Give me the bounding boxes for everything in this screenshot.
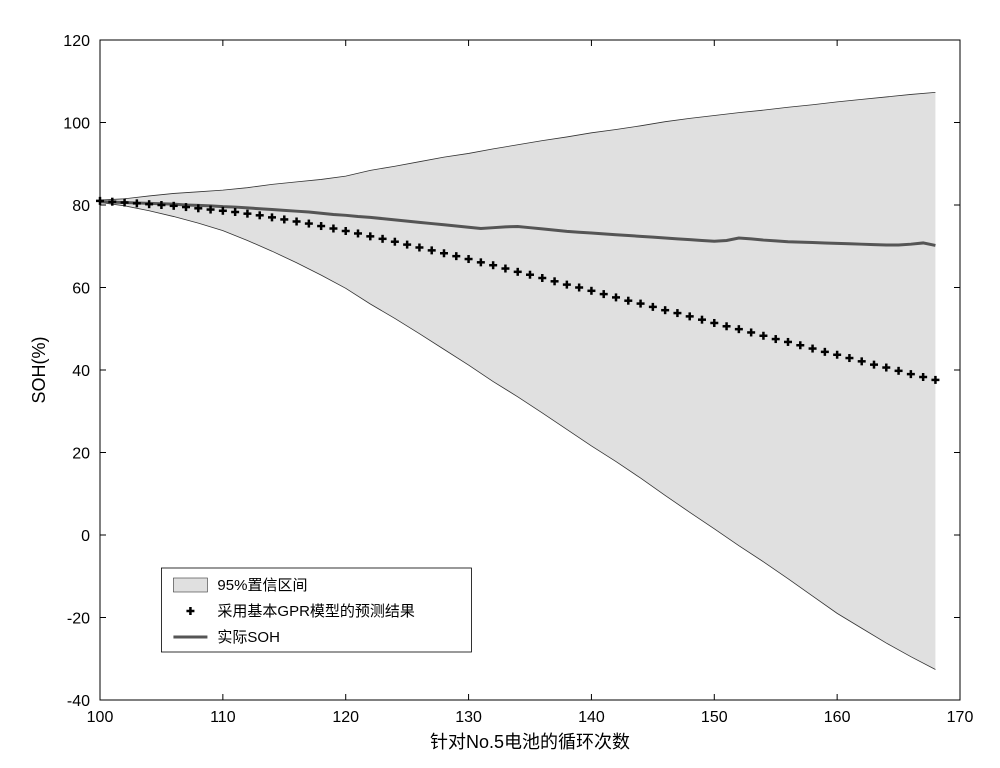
chart-container: 100 110 120 130 140 150 160 170 -40 -20 0 20 40 60 80 1… [0, 0, 1000, 768]
x-tick-label: 170 [947, 709, 974, 726]
y-tick-label: 100 [63, 116, 90, 133]
y-axis-label: SOH(%) [29, 337, 49, 404]
legend-patch [173, 578, 207, 592]
y-tick-label: -40 [67, 693, 90, 710]
legend-label: 实际SOH [217, 629, 280, 646]
x-tick-label: 150 [701, 709, 728, 726]
y-tick-label: -20 [67, 611, 90, 628]
y-tick-label: 20 [72, 446, 90, 463]
x-tick-label: 100 [87, 709, 114, 726]
y-tick-label: 0 [81, 528, 90, 545]
legend-label: 95%置信区间 [217, 577, 307, 594]
x-tick-label: 140 [578, 709, 605, 726]
chart-svg: 100 110 120 130 140 150 160 170 -40 -20 0 20 40 60 80 1… [0, 0, 1000, 768]
y-tick-label: 120 [63, 33, 90, 50]
y-tick-label: 80 [72, 198, 90, 215]
x-tick-label: 130 [455, 709, 482, 726]
x-tick-label: 110 [210, 709, 236, 726]
x-tick-label: 120 [332, 709, 359, 726]
legend-label: 采用基本GPR模型的预测结果 [217, 603, 415, 620]
y-tick-label: 60 [72, 281, 90, 298]
x-axis-label: 针对No.5电池的循环次数 [430, 732, 630, 752]
x-tick-label: 160 [824, 709, 851, 726]
y-tick-label: 40 [72, 363, 90, 380]
